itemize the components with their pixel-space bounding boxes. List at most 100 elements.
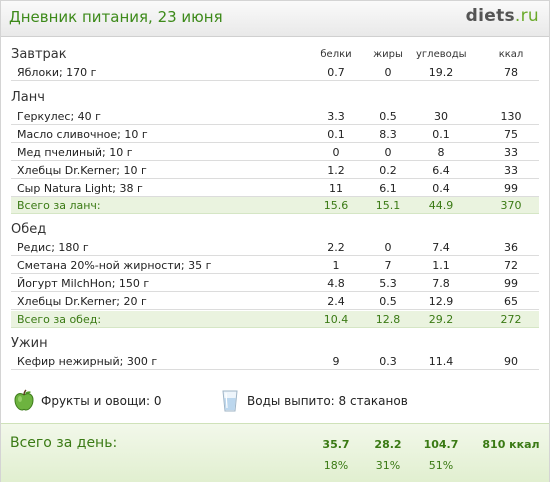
food-name: Редис; 180 г bbox=[17, 241, 89, 254]
carbs-value: 12.9 bbox=[428, 295, 454, 308]
protein-value: 0.7 bbox=[327, 66, 345, 79]
extras-row: Фрукты и овощи: 0 Воды выпито: 8 стакано… bbox=[11, 389, 539, 413]
col-fat: жиры bbox=[373, 49, 403, 60]
kcal-value: 36 bbox=[504, 241, 518, 254]
kcal-value: 33 bbox=[504, 164, 518, 177]
kcal-value: 99 bbox=[504, 277, 518, 290]
table-row: Хлебцы Dr.Kerner; 20 г 2.4 0.5 12.9 65 bbox=[11, 293, 539, 310]
carbs-total: 29.2 bbox=[428, 313, 454, 326]
food-name: Кефир нежирный; 300 г bbox=[17, 355, 158, 368]
carbs-value: 0.4 bbox=[432, 182, 450, 195]
table-row: Масло сливочное; 10 г 0.1 8.3 0.1 75 bbox=[11, 126, 539, 143]
protein-total: 15.6 bbox=[323, 199, 349, 212]
table-row: Геркулес; 40 г 3.3 0.5 30 130 bbox=[11, 108, 539, 125]
kcal-value: 33 bbox=[504, 146, 518, 159]
table-row: Сыр Natura Light; 38 г 11 6.1 0.4 99 bbox=[11, 180, 539, 197]
protein-value: 2.4 bbox=[327, 295, 345, 308]
kcal-value: 75 bbox=[504, 128, 518, 141]
fat-value: 0.5 bbox=[379, 295, 397, 308]
fat-value: 0 bbox=[384, 66, 392, 79]
kcal-value: 65 bbox=[504, 295, 518, 308]
food-name: Йогурт MilchHon; 150 г bbox=[17, 277, 150, 290]
protein-value: 1 bbox=[332, 259, 340, 272]
day-protein-pct: 18% bbox=[323, 459, 349, 472]
day-fat: 28.2 bbox=[374, 438, 402, 451]
carbs-value: 19.2 bbox=[428, 66, 454, 79]
col-protein: белки bbox=[320, 49, 352, 60]
fat-value: 5.3 bbox=[379, 277, 397, 290]
day-fat-pct: 31% bbox=[375, 459, 401, 472]
protein-value: 3.3 bbox=[327, 110, 345, 123]
day-kcal: 810 ккал bbox=[482, 438, 540, 451]
carbs-total: 44.9 bbox=[428, 199, 454, 212]
protein-value: 2.2 bbox=[327, 241, 345, 254]
protein-value: 9 bbox=[332, 355, 340, 368]
carbs-value: 11.4 bbox=[428, 355, 454, 368]
carbs-value: 0.1 bbox=[432, 128, 450, 141]
carbs-value: 6.4 bbox=[432, 164, 450, 177]
table-row: Яблоки; 170 г 0.7 0 19.2 78 bbox=[11, 64, 539, 81]
carbs-value: 7.8 bbox=[432, 277, 450, 290]
kcal-value: 90 bbox=[504, 355, 518, 368]
fat-value: 0.3 bbox=[379, 355, 397, 368]
table-row: Редис; 180 г 2.2 0 7.4 36 bbox=[11, 239, 539, 256]
protein-value: 11 bbox=[329, 182, 343, 195]
fat-value: 7 bbox=[384, 259, 392, 272]
food-name: Хлебцы Dr.Kerner; 20 г bbox=[17, 295, 147, 308]
logo-main: diets bbox=[465, 6, 515, 26]
carbs-value: 7.4 bbox=[432, 241, 450, 254]
fat-total: 12.8 bbox=[375, 313, 401, 326]
food-name: Сметана 20%-ной жирности; 35 г bbox=[17, 259, 212, 272]
kcal-value: 130 bbox=[500, 110, 522, 123]
kcal-value: 78 bbox=[504, 66, 518, 79]
carbs-value: 1.1 bbox=[432, 259, 450, 272]
food-name: Яблоки; 170 г bbox=[17, 66, 97, 79]
water-label: Воды выпито: 8 стаканов bbox=[247, 394, 408, 408]
fat-value: 8.3 bbox=[379, 128, 397, 141]
green-apple-icon bbox=[13, 389, 35, 414]
kcal-value: 72 bbox=[504, 259, 518, 272]
meal-title-lunch: Ланч bbox=[11, 90, 45, 105]
col-kcal: ккал bbox=[498, 49, 524, 60]
day-total-label: Всего за день: bbox=[10, 435, 118, 451]
fat-value: 0.2 bbox=[379, 164, 397, 177]
food-name: Хлебцы Dr.Kerner; 10 г bbox=[17, 164, 147, 177]
table-row: Мед пчелиный; 10 г 0 0 8 33 bbox=[11, 144, 539, 161]
total-label: Всего за обед: bbox=[17, 313, 102, 326]
protein-value: 1.2 bbox=[327, 164, 345, 177]
col-carbs: углеводы bbox=[416, 49, 467, 60]
food-name: Мед пчелиный; 10 г bbox=[17, 146, 133, 159]
day-carbs-pct: 51% bbox=[428, 459, 454, 472]
kcal-total: 272 bbox=[500, 313, 522, 326]
carbs-value: 8 bbox=[437, 146, 445, 159]
fat-total: 15.1 bbox=[375, 199, 401, 212]
header-bar: Дневник питания, 23 июня diets.ru bbox=[1, 1, 549, 37]
protein-value: 0 bbox=[332, 146, 340, 159]
site-logo[interactable]: diets.ru bbox=[466, 6, 539, 26]
table-row: Хлебцы Dr.Kerner; 10 г 1.2 0.2 6.4 33 bbox=[11, 162, 539, 179]
meal-title-breakfast: Завтрак bbox=[11, 47, 67, 62]
total-label: Всего за ланч: bbox=[17, 199, 101, 212]
meal-total-row: Всего за ланч: 15.6 15.1 44.9 370 bbox=[11, 197, 539, 214]
logo-suffix: .ru bbox=[514, 6, 539, 26]
protein-value: 0.1 bbox=[327, 128, 345, 141]
day-protein: 35.7 bbox=[322, 438, 350, 451]
kcal-value: 99 bbox=[504, 182, 518, 195]
fruits-label: Фрукты и овощи: 0 bbox=[41, 394, 162, 408]
kcal-total: 370 bbox=[500, 199, 522, 212]
protein-value: 4.8 bbox=[327, 277, 345, 290]
fat-value: 6.1 bbox=[379, 182, 397, 195]
day-carbs: 104.7 bbox=[423, 438, 459, 451]
table-row: Кефир нежирный; 300 г 9 0.3 11.4 90 bbox=[11, 353, 539, 370]
fat-value: 0.5 bbox=[379, 110, 397, 123]
day-total-panel: Всего за день: 35.7 28.2 104.7 810 ккал … bbox=[1, 423, 549, 482]
meal-title-dinner: Обед bbox=[11, 222, 47, 237]
fat-value: 0 bbox=[384, 241, 392, 254]
page-title: Дневник питания, 23 июня bbox=[9, 8, 223, 26]
carbs-value: 30 bbox=[434, 110, 448, 123]
table-row: Йогурт MilchHon; 150 г 4.8 5.3 7.8 99 bbox=[11, 275, 539, 292]
meal-total-row: Всего за обед: 10.4 12.8 29.2 272 bbox=[11, 311, 539, 328]
food-name: Геркулес; 40 г bbox=[17, 110, 101, 123]
food-name: Сыр Natura Light; 38 г bbox=[17, 182, 143, 195]
